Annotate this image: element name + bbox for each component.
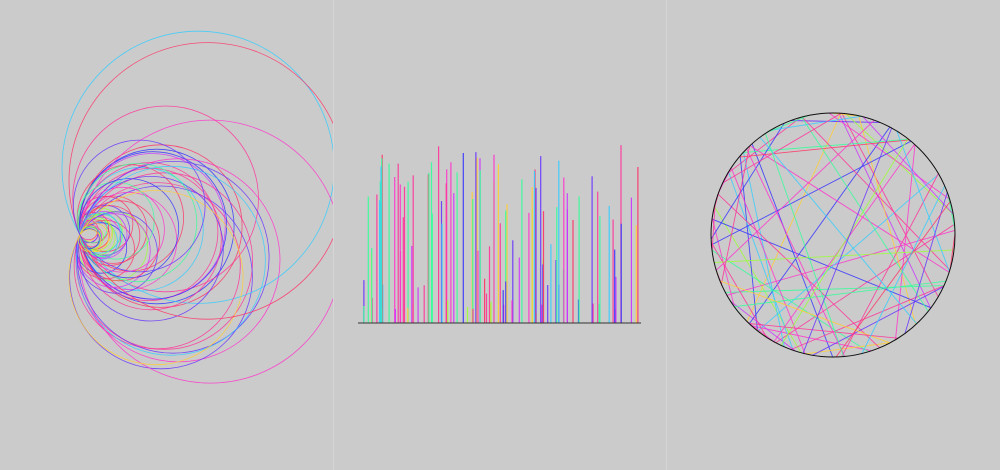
chord-line [949, 232, 956, 269]
chord-line [749, 145, 950, 273]
circle-chords-artwork [710, 112, 956, 358]
nested-circle [73, 182, 241, 350]
chord-line [728, 171, 794, 351]
chord-line [734, 280, 946, 308]
vertical-lines-artwork [358, 145, 641, 324]
nested-circle [79, 222, 109, 253]
nested-circles-panel [0, 0, 333, 470]
chord-line [831, 112, 862, 117]
chord-line [801, 116, 929, 312]
outer-circle [710, 112, 956, 358]
chord-line [719, 280, 891, 344]
chord-line [802, 127, 893, 354]
panel-divider [333, 0, 334, 470]
chord-line [747, 321, 776, 343]
nested-circle [72, 139, 206, 273]
chord-line [739, 155, 758, 331]
chord-line [710, 242, 768, 338]
chord-line [739, 139, 910, 158]
chord-line [896, 130, 950, 272]
chord-line [746, 148, 846, 357]
nested-circle [68, 190, 244, 366]
nested-circle [69, 185, 253, 370]
nested-circle [78, 163, 198, 283]
nested-circle [78, 229, 102, 253]
chord-line [845, 113, 954, 215]
chord-line [764, 133, 845, 357]
chord-line [730, 167, 806, 354]
chord-line [717, 193, 880, 349]
chord-line [751, 325, 872, 352]
chord-line [711, 203, 716, 252]
chord-line [748, 323, 899, 339]
chord-line [770, 115, 862, 131]
nested-circle [79, 178, 180, 279]
chord-line [722, 112, 842, 184]
chord-line [710, 122, 785, 240]
nested-circle [76, 158, 281, 363]
chord-line [841, 113, 939, 297]
chord-line [895, 144, 916, 340]
chord-line [801, 116, 951, 271]
chord-line [711, 140, 912, 246]
chord-line [720, 145, 751, 285]
chord-line [711, 218, 932, 309]
chord-line [841, 173, 939, 357]
chord-line [862, 116, 954, 215]
nested-circle [78, 175, 224, 322]
circle-chords-panel [667, 0, 1000, 470]
nested-circle [76, 160, 270, 354]
chord-line [861, 185, 946, 354]
chord-line [759, 136, 918, 325]
chord-line [725, 285, 945, 293]
chord-line [711, 249, 869, 353]
chord-line [828, 112, 950, 200]
chord-line [727, 116, 801, 174]
nested-circle [75, 172, 254, 350]
nested-circle [79, 212, 121, 254]
chord-line [751, 143, 834, 358]
nested-circles-artwork [61, 30, 333, 384]
vertical-lines-panel [333, 0, 667, 470]
chord-line [715, 119, 875, 271]
chord-line [757, 173, 939, 332]
nested-circle [75, 211, 158, 294]
chord-line [835, 201, 951, 358]
chord-line [748, 126, 891, 325]
chord-line [714, 249, 955, 263]
nested-circle [68, 42, 333, 320]
nested-circle [75, 165, 266, 356]
nested-circle [72, 105, 259, 293]
chord-line [858, 115, 917, 325]
panel-divider [666, 0, 667, 470]
chord-line [766, 115, 809, 134]
